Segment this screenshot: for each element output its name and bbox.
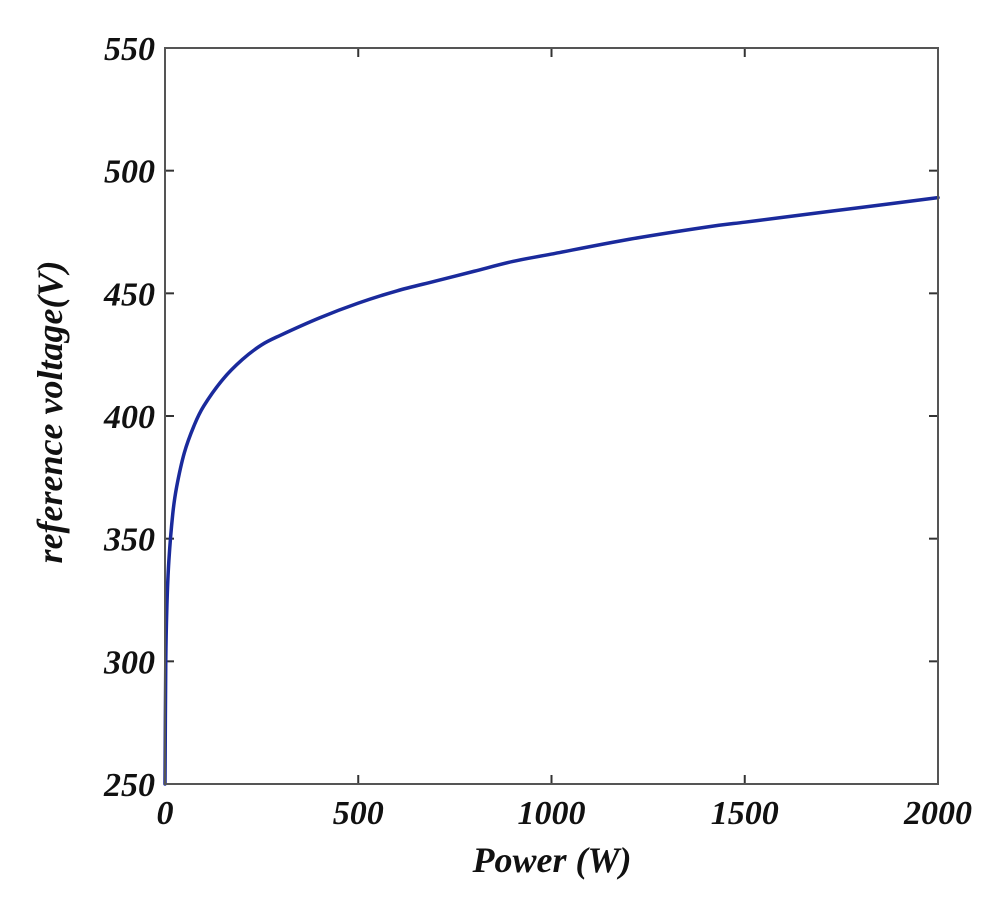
tick-labels-layer: 0 500 1000 1500 2000 250 300 350 400 450 500 550 xyxy=(103,31,972,832)
y-tick-label: 350 xyxy=(103,522,155,559)
x-tick-label: 500 xyxy=(333,795,384,832)
x-tick-label: 0 xyxy=(157,795,174,832)
y-tick-label: 250 xyxy=(103,767,155,804)
plot-area-frame xyxy=(164,47,939,785)
y-tick-label: 400 xyxy=(103,399,155,436)
x-tick-label: 2000 xyxy=(903,795,972,832)
series-layer xyxy=(163,195,940,786)
y-tick-label: 300 xyxy=(103,644,155,681)
x-tick-label: 1500 xyxy=(711,795,779,832)
x-axis-title: Power (W) xyxy=(472,840,632,880)
ticks-layer xyxy=(164,47,939,785)
y-tick-label: 500 xyxy=(104,154,155,191)
series-line xyxy=(163,195,940,786)
y-tick-label: 550 xyxy=(104,31,155,68)
x-tick-label: 1000 xyxy=(518,795,586,832)
y-tick-label: 450 xyxy=(103,276,155,313)
y-axis-title: reference voltage(V) xyxy=(30,261,70,564)
